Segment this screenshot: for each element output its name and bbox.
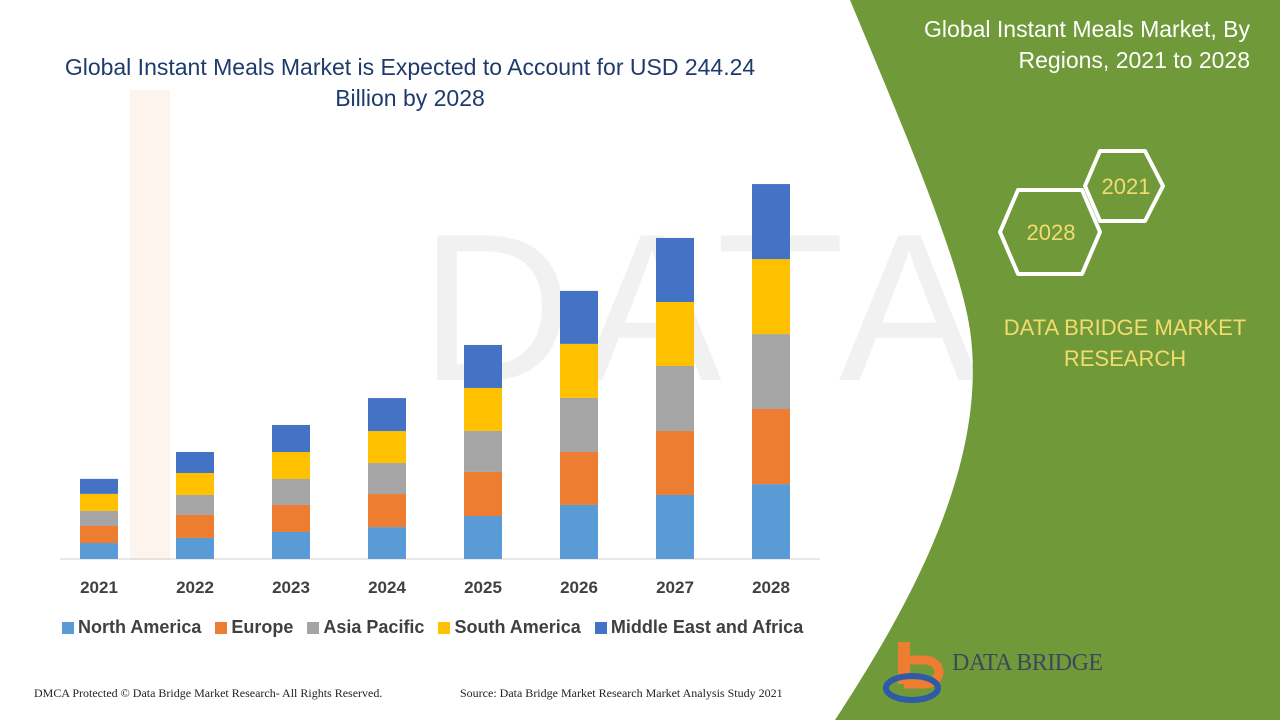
bar-segment-north-america-2025 (464, 516, 502, 559)
bar-segment-middle-east-and-africa-2023 (272, 424, 310, 452)
bar-segment-europe-2025 (464, 471, 502, 517)
bar-segment-south-america-2027 (656, 301, 694, 367)
bar-segment-south-america-2023 (272, 451, 310, 480)
bar-segment-middle-east-and-africa-2027 (656, 237, 694, 302)
legend-label: South America (454, 617, 581, 637)
bar-segment-north-america-2026 (560, 504, 598, 559)
green-panel (835, 0, 1280, 720)
legend-item: Europe (215, 617, 293, 638)
bar-segment-asia-pacific-2024 (368, 463, 406, 495)
copyright-notice: DMCA Protected © Data Bridge Market Rese… (34, 686, 383, 700)
x-tick-label: 2022 (176, 578, 214, 597)
legend-label: Middle East and Africa (610, 617, 804, 637)
hexagon-2028: 2028 (998, 188, 1102, 276)
legend-item: Asia Pacific (307, 617, 424, 638)
bar-segment-middle-east-and-africa-2022 (176, 451, 214, 474)
x-tick-label: 2021 (80, 578, 118, 597)
bar-segment-europe-2024 (368, 494, 406, 528)
legend-label: Europe (231, 617, 294, 637)
bar-segment-south-america-2022 (176, 473, 214, 495)
hexagon-2021: 2021 (1083, 149, 1165, 223)
x-tick-label: 2023 (272, 578, 310, 597)
bar-segment-asia-pacific-2023 (272, 479, 310, 505)
side-panel-title: Global Instant Meals Market, By Regions,… (924, 16, 1250, 73)
bar-segment-middle-east-and-africa-2024 (368, 398, 406, 432)
legend-label: North America (78, 617, 202, 637)
bar-segment-south-america-2028 (752, 259, 790, 335)
bar-segment-south-america-2024 (368, 431, 406, 464)
bar-segment-middle-east-and-africa-2021 (80, 478, 118, 494)
bar-segment-north-america-2028 (752, 484, 790, 559)
bar-segment-asia-pacific-2025 (464, 430, 502, 472)
bar-segment-asia-pacific-2022 (176, 494, 214, 515)
bar-segment-asia-pacific-2028 (752, 334, 790, 409)
bar-segment-europe-2023 (272, 504, 310, 532)
bar-segment-europe-2022 (176, 514, 214, 538)
bar-segment-middle-east-and-africa-2025 (464, 344, 502, 388)
bar-segment-north-america-2027 (656, 494, 694, 559)
bar-segment-asia-pacific-2021 (80, 510, 118, 526)
bar-segment-south-america-2026 (560, 343, 598, 398)
bar-segment-europe-2027 (656, 430, 694, 495)
x-tick-label: 2027 (656, 578, 694, 597)
legend-label: Asia Pacific (323, 617, 425, 637)
legend-swatch (438, 621, 451, 634)
bar-segment-asia-pacific-2026 (560, 397, 598, 452)
bar-segment-europe-2021 (80, 525, 118, 544)
bar-segment-asia-pacific-2027 (656, 366, 694, 431)
hex-year-2021: 2021 (1102, 174, 1151, 199)
bar-segment-south-america-2025 (464, 387, 502, 431)
brand-name: DATA BRIDGE MARKET RESEARCH (1003, 315, 1247, 371)
bar-segment-north-america-2024 (368, 527, 406, 559)
bar-segment-middle-east-and-africa-2028 (752, 184, 790, 260)
logo-text: DATA BRIDGE (952, 650, 1103, 676)
legend-swatch (62, 621, 74, 634)
legend-item: Middle East and Africa (594, 617, 804, 638)
legend-item: South America (438, 617, 581, 638)
legend-item: North America (62, 617, 201, 638)
source-note: Source: Data Bridge Market Research Mark… (460, 686, 783, 700)
legend-swatch (594, 621, 607, 634)
x-tick-label: 2024 (368, 578, 406, 597)
bar-segment-north-america-2021 (80, 543, 118, 559)
bar-segment-south-america-2021 (80, 493, 118, 511)
bar-segment-europe-2028 (752, 408, 790, 485)
x-tick-label: 2028 (752, 578, 790, 597)
legend-swatch (307, 621, 320, 634)
hex-year-2028: 2028 (1027, 220, 1076, 245)
x-tick-label: 2025 (464, 578, 502, 597)
bar-segment-north-america-2023 (272, 531, 310, 559)
legend-swatch (215, 621, 228, 634)
bar-segment-north-america-2022 (176, 537, 214, 559)
legend: North America Europe Asia Pacific South Ame… (62, 617, 803, 638)
bar-segment-middle-east-and-africa-2026 (560, 290, 598, 344)
x-tick-label: 2026 (560, 578, 598, 597)
logo-icon (883, 642, 944, 703)
bar-segment-europe-2026 (560, 451, 598, 505)
chart-title: Global Instant Meals Market is Expected … (64, 54, 756, 111)
